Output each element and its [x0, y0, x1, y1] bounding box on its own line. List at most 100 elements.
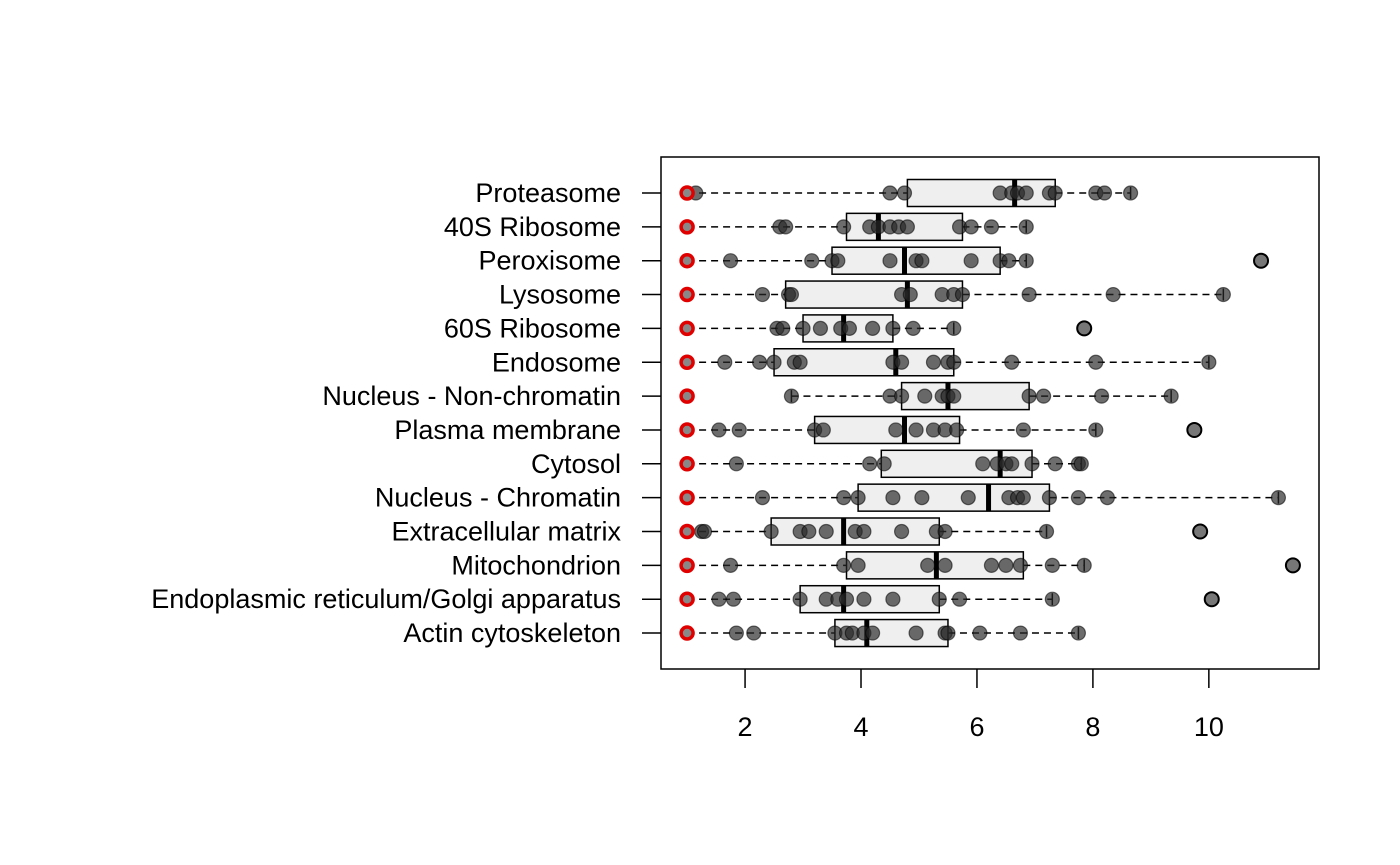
data-point	[885, 490, 901, 506]
category-axis: Proteasome 40S Ribosome Peroxisome Lysosome…	[151, 178, 661, 648]
category-label: Cytosol	[531, 449, 621, 479]
data-point	[925, 354, 942, 370]
data-point	[775, 320, 791, 336]
reference-point	[679, 625, 695, 641]
data-point	[951, 591, 968, 607]
data-point	[751, 354, 768, 370]
reference-point	[679, 252, 695, 269]
category-label: Endosome	[492, 347, 621, 377]
data-point	[783, 286, 800, 303]
data-point	[893, 523, 910, 540]
category-label: Extracellular matrix	[391, 517, 621, 547]
data-point	[812, 320, 829, 336]
data-point	[763, 523, 779, 540]
data-point	[818, 523, 834, 540]
data-point	[1093, 388, 1110, 404]
x-axis: 2 4 6 8 10	[738, 669, 1224, 742]
data-point	[1024, 456, 1040, 472]
box-row	[790, 381, 1172, 411]
data-point	[1073, 456, 1089, 472]
data-point	[696, 523, 713, 540]
data-point	[917, 388, 933, 404]
box-row	[686, 415, 1097, 445]
reference-point	[679, 219, 695, 235]
data-point	[815, 422, 831, 438]
category-label: Actin cytoskeleton	[403, 618, 621, 648]
data-point	[1047, 456, 1063, 472]
data-point	[836, 490, 852, 506]
data-point	[946, 320, 962, 336]
box-row	[686, 551, 1085, 580]
data-point	[998, 557, 1014, 573]
data-point	[975, 456, 991, 472]
data-point	[1047, 185, 1063, 201]
data-point	[1070, 625, 1087, 641]
data-point	[931, 591, 947, 607]
iqr-box	[900, 381, 1030, 411]
data-point	[893, 388, 910, 404]
data-point	[972, 625, 988, 641]
x-tick-label: 4	[853, 712, 868, 742]
data-point	[954, 286, 971, 303]
data-point	[725, 591, 742, 607]
data-point	[983, 557, 1000, 573]
data-point	[1012, 625, 1029, 641]
reference-point	[679, 185, 695, 201]
data-point	[1021, 388, 1037, 404]
data-point	[963, 253, 979, 269]
data-point	[1088, 422, 1104, 438]
data-point	[1036, 388, 1052, 404]
data-point	[728, 456, 744, 472]
data-point	[908, 625, 924, 641]
category-label: Lysosome	[499, 280, 621, 310]
data-point	[728, 625, 744, 641]
reference-point	[679, 489, 695, 506]
data-point	[1038, 523, 1055, 540]
box-layer	[686, 178, 1280, 648]
data-point	[914, 253, 930, 269]
data-point	[783, 388, 800, 404]
data-point	[949, 422, 965, 438]
data-point	[766, 354, 782, 370]
data-point	[792, 591, 808, 607]
iqr-box	[784, 280, 964, 309]
data-point	[946, 388, 962, 404]
data-point	[908, 422, 924, 438]
data-point	[850, 557, 866, 573]
reference-point	[679, 557, 695, 574]
category-label: Nucleus - Chromatin	[375, 483, 621, 513]
point-layer	[679, 185, 1301, 641]
data-point	[856, 591, 872, 607]
data-point	[885, 320, 901, 336]
data-point	[1070, 490, 1087, 506]
category-label: Endoplasmic reticulum/Golgi apparatus	[151, 584, 621, 614]
data-point	[1099, 490, 1115, 506]
data-point	[905, 320, 921, 336]
data-point	[865, 625, 881, 641]
category-label: Plasma membrane	[394, 415, 621, 445]
outlier-point	[1253, 252, 1270, 269]
data-point	[885, 591, 901, 607]
data-point	[792, 354, 808, 370]
outlier-point	[1076, 320, 1093, 337]
data-point	[1041, 490, 1058, 506]
reference-point	[679, 591, 695, 607]
reference-point	[679, 422, 695, 438]
data-point	[1270, 490, 1287, 506]
reference-point	[679, 354, 695, 370]
outlier-point	[1203, 591, 1220, 608]
data-point	[893, 354, 910, 370]
data-point	[754, 286, 771, 303]
data-point	[804, 253, 820, 269]
box-row	[686, 483, 1280, 512]
data-point	[1122, 185, 1139, 201]
data-point	[1015, 490, 1031, 506]
data-point	[1088, 354, 1104, 370]
data-point	[1004, 456, 1020, 472]
data-point	[1201, 354, 1217, 370]
data-point	[1001, 253, 1017, 269]
box-row	[686, 280, 1225, 309]
reference-point	[679, 286, 695, 303]
data-point	[754, 490, 771, 506]
